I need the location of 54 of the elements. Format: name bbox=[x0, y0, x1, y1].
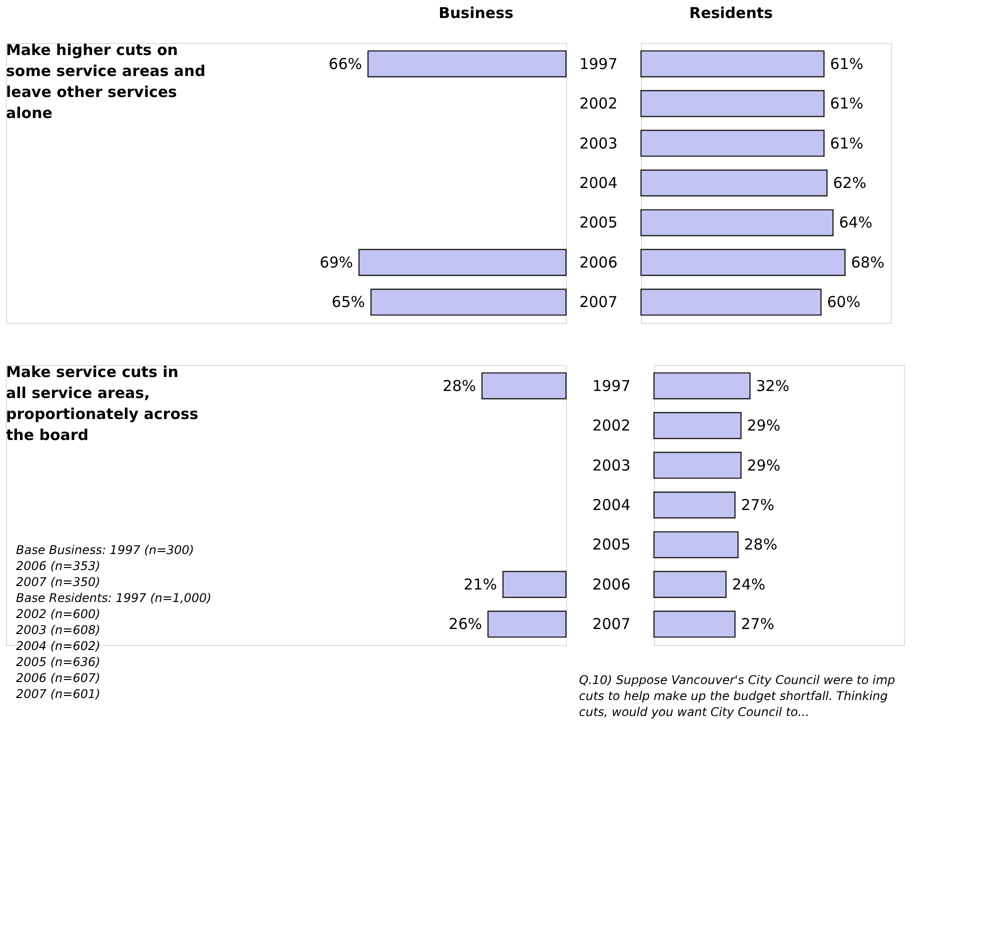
y-tick-label: 2004 bbox=[592, 496, 630, 514]
y-tick-label: 2003 bbox=[592, 456, 630, 474]
series-label: Business bbox=[438, 4, 514, 22]
data-label: 61% bbox=[830, 94, 864, 113]
data-label: 26% bbox=[448, 615, 482, 634]
data-label: 24% bbox=[732, 575, 766, 594]
y-tick-label: 2003 bbox=[579, 134, 618, 152]
series-label: Residents bbox=[689, 4, 773, 22]
bar bbox=[640, 288, 822, 316]
data-label: 27% bbox=[741, 496, 774, 514]
data-label: 69% bbox=[320, 253, 353, 272]
bar bbox=[640, 130, 825, 157]
y-tick-label: 2002 bbox=[592, 416, 630, 435]
bar bbox=[653, 412, 742, 440]
data-label: 60% bbox=[827, 293, 860, 312]
data-label: 66% bbox=[328, 54, 362, 73]
bar bbox=[640, 50, 825, 78]
bar bbox=[653, 372, 751, 400]
data-label: 62% bbox=[833, 174, 866, 192]
text: Base Business: 1997 (n=300) 2006 (n=353) 2007 (n=350) Base Residents: 1997 (n=1,000) 2002 (n=600) 2003 (n=608) 2004 (n=602) 2005 (n=636) 2006 (n=607) 2007 (n=601) bbox=[16, 543, 212, 701]
bar bbox=[653, 452, 742, 479]
data-label: 28% bbox=[744, 536, 778, 554]
bar bbox=[640, 209, 834, 236]
text: Make service cuts in all service areas, proportionately across the board bbox=[6, 363, 198, 444]
bar bbox=[653, 491, 736, 519]
bar bbox=[640, 248, 846, 276]
text: Make higher cuts on some service areas and leave other services alone bbox=[6, 41, 206, 122]
y-tick-label: 2002 bbox=[579, 94, 618, 113]
y-tick-label: 2006 bbox=[579, 253, 618, 272]
data-label: 68% bbox=[851, 253, 884, 272]
data-label: 64% bbox=[839, 214, 872, 232]
data-label: 21% bbox=[464, 575, 497, 594]
data-label: 29% bbox=[747, 456, 780, 474]
data-label: 28% bbox=[442, 376, 476, 395]
y-tick-label: 2004 bbox=[579, 174, 618, 192]
y-tick-label: 1997 bbox=[592, 376, 630, 395]
y-tick-label: 2005 bbox=[579, 214, 618, 232]
y-tick-label: 2005 bbox=[592, 536, 630, 554]
data-label: 29% bbox=[747, 416, 780, 435]
y-tick-label: 2006 bbox=[592, 575, 630, 594]
data-label: 27% bbox=[741, 615, 774, 634]
y-tick-label: 2007 bbox=[579, 293, 618, 312]
data-label: 32% bbox=[756, 376, 790, 395]
y-tick-label: 2007 bbox=[592, 615, 630, 634]
data-label: 61% bbox=[830, 134, 864, 152]
bar bbox=[653, 570, 727, 598]
data-label: 65% bbox=[332, 293, 365, 312]
bar bbox=[653, 531, 739, 558]
bar bbox=[640, 90, 825, 118]
bar bbox=[640, 169, 828, 197]
data-label: 61% bbox=[830, 54, 864, 73]
text: Q.10) Suppose Vancouver's City Council were to imp cuts to help make up the budget shortfall. Thinking cuts, would you want City Council to... bbox=[579, 673, 896, 719]
y-tick-label: 1997 bbox=[579, 54, 618, 73]
bar bbox=[653, 610, 736, 638]
